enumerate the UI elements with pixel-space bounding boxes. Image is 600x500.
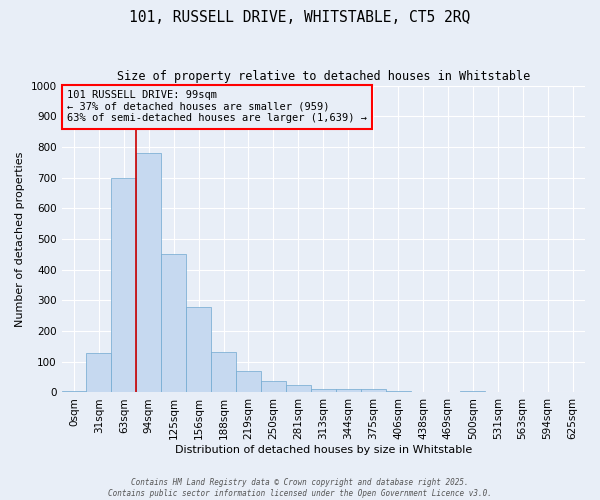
Text: Contains HM Land Registry data © Crown copyright and database right 2025.
Contai: Contains HM Land Registry data © Crown c… bbox=[108, 478, 492, 498]
Title: Size of property relative to detached houses in Whitstable: Size of property relative to detached ho… bbox=[116, 70, 530, 83]
Bar bbox=[261, 381, 286, 392]
Bar bbox=[136, 153, 161, 392]
Text: 101, RUSSELL DRIVE, WHITSTABLE, CT5 2RQ: 101, RUSSELL DRIVE, WHITSTABLE, CT5 2RQ bbox=[130, 10, 470, 25]
X-axis label: Distribution of detached houses by size in Whitstable: Distribution of detached houses by size … bbox=[175, 445, 472, 455]
Bar bbox=[112, 178, 136, 392]
Bar bbox=[386, 391, 410, 392]
Bar bbox=[311, 389, 336, 392]
Bar bbox=[211, 352, 236, 393]
Bar bbox=[161, 254, 186, 392]
Bar bbox=[62, 391, 86, 392]
Bar bbox=[361, 390, 386, 392]
Y-axis label: Number of detached properties: Number of detached properties bbox=[15, 152, 25, 326]
Bar bbox=[460, 391, 485, 392]
Text: 101 RUSSELL DRIVE: 99sqm
← 37% of detached houses are smaller (959)
63% of semi-: 101 RUSSELL DRIVE: 99sqm ← 37% of detach… bbox=[67, 90, 367, 124]
Bar bbox=[336, 389, 361, 392]
Bar bbox=[236, 371, 261, 392]
Bar bbox=[86, 352, 112, 393]
Bar bbox=[186, 306, 211, 392]
Bar bbox=[286, 385, 311, 392]
